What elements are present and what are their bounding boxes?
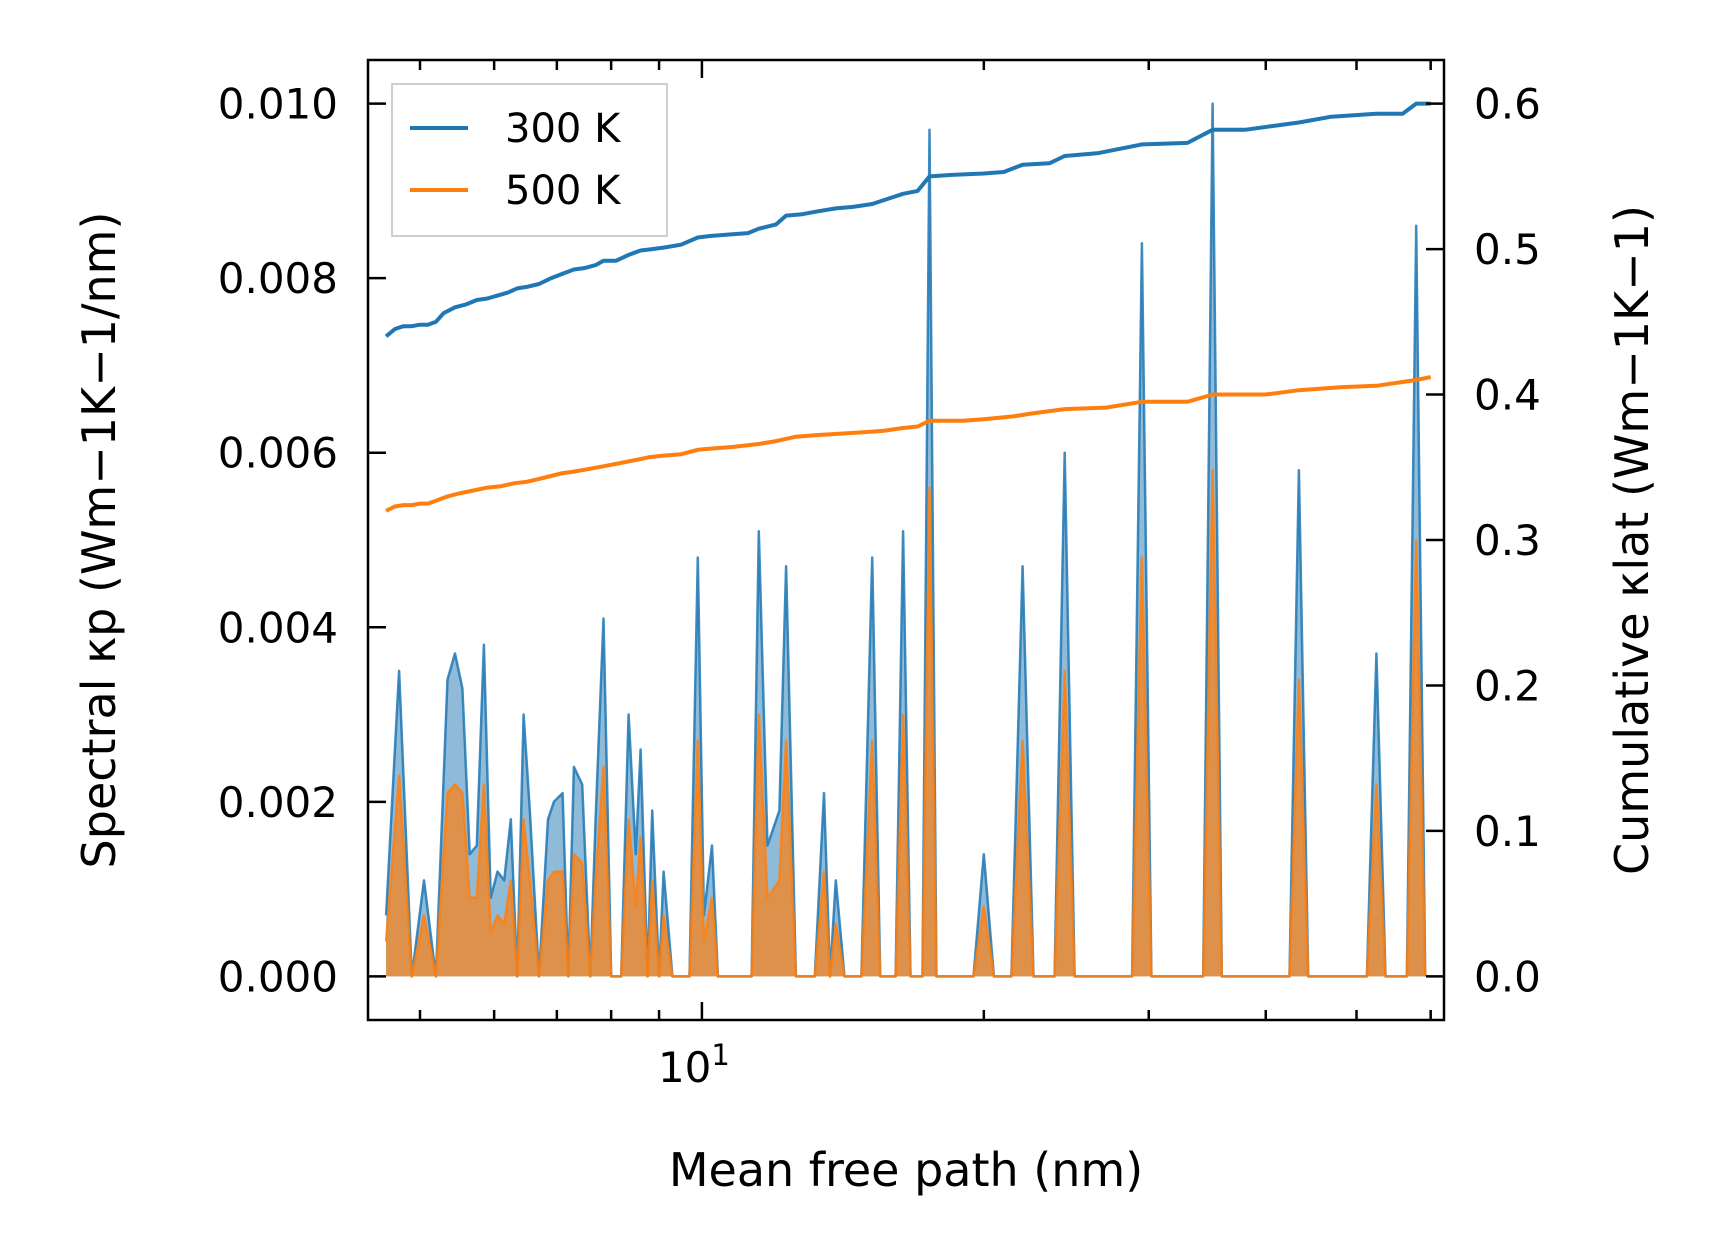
cumulative-line-500k bbox=[385, 375, 1432, 513]
y-right-tick-label: 0.6 bbox=[1474, 80, 1541, 129]
y-right-tick-label: 0.3 bbox=[1474, 516, 1541, 565]
y-left-tick-label: 0.010 bbox=[218, 80, 338, 129]
legend-label-500k: 500 K bbox=[505, 168, 622, 214]
y-left-tick-label: 0.000 bbox=[218, 952, 338, 1001]
legend: 300 K 500 K bbox=[391, 83, 668, 237]
x-tick-label-10-1: 101 bbox=[658, 1038, 730, 1092]
y-right-tick-label: 0.5 bbox=[1474, 225, 1541, 274]
y-right-tick-label: 0.0 bbox=[1474, 952, 1541, 1001]
y-right-tick-label: 0.2 bbox=[1474, 661, 1541, 710]
y-left-tick-label: 0.008 bbox=[218, 254, 338, 303]
y-right-axis-label: Cumulative κlat (Wm−1K−1) bbox=[1605, 205, 1659, 875]
y-left-axis-label: Spectral κp (Wm−1K−1/nm) bbox=[72, 212, 126, 869]
legend-label-300k: 300 K bbox=[505, 106, 622, 152]
series-layer bbox=[384, 101, 1432, 978]
y-right-tick-label: 0.1 bbox=[1474, 807, 1541, 856]
cumulative-line-300k bbox=[384, 101, 1431, 338]
ticks-layer: 0.000 0.002 0.004 0.006 0.008 0.010 0.0 0.1 0.2 0… bbox=[218, 60, 1541, 1020]
y-right-tick-label: 0.4 bbox=[1474, 371, 1541, 420]
y-left-tick-label: 0.004 bbox=[218, 603, 338, 652]
legend-box bbox=[391, 83, 668, 237]
x-axis-label: Mean free path (nm) bbox=[669, 1143, 1143, 1197]
y-left-tick-label: 0.006 bbox=[218, 429, 338, 478]
y-left-tick-label: 0.002 bbox=[218, 778, 338, 827]
spectral-line-500k bbox=[384, 468, 1427, 978]
